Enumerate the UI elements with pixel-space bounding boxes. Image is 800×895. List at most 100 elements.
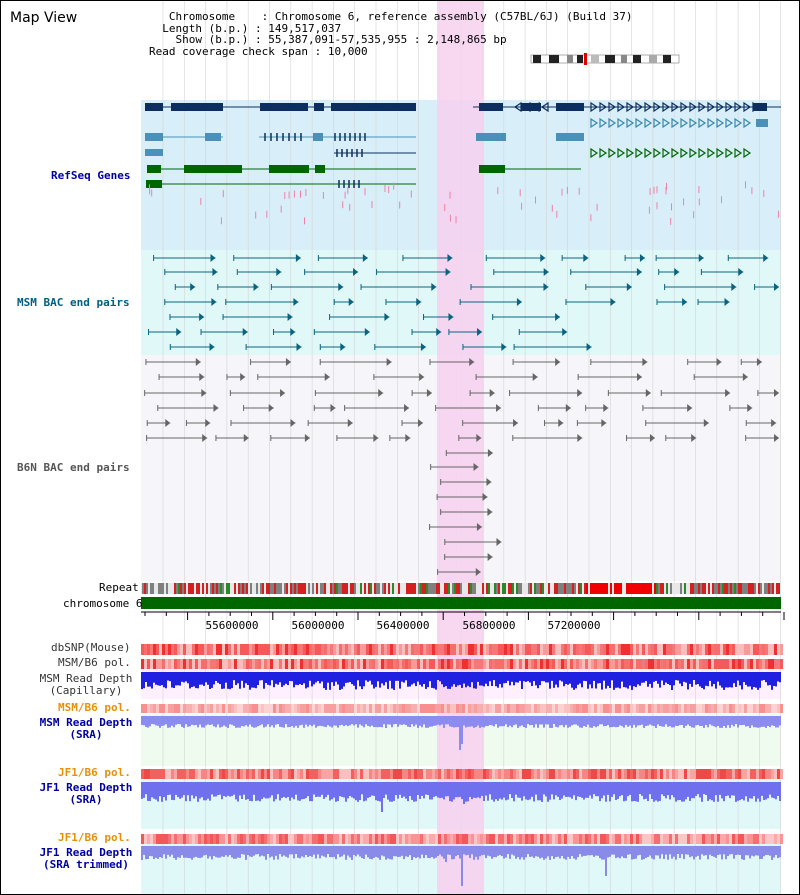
msm-pol-cell	[333, 659, 336, 669]
refseq-features[interactable]	[145, 101, 781, 225]
track-label-jf1-pol[interactable]: JF1/B6 pol.	[58, 766, 131, 779]
jf1-depth-trim-bar	[739, 846, 741, 855]
msm-pol-sra-cell	[738, 704, 741, 713]
track-label-jf1-depth-trimmed[interactable]: JF1 Read Depth (SRA trimmed)	[31, 847, 141, 871]
jf1-pol-2-cell	[231, 834, 234, 844]
msm-depth-sra-bar	[623, 716, 625, 728]
jf1-depth-sra-bar	[545, 782, 547, 797]
chromosome-ideogram[interactable]	[530, 53, 680, 65]
gene-arrow	[635, 101, 644, 113]
gene-exon	[521, 103, 541, 111]
jf1-pol-2-cell	[264, 834, 267, 844]
jf1-pol-cell	[213, 769, 216, 779]
chromosome-bar[interactable]	[141, 597, 781, 609]
jf1-depth-trim-bar	[679, 846, 681, 858]
msm-pol-cell	[558, 659, 561, 669]
jf1-pol-2-cell	[252, 834, 255, 844]
jf1-depth-sra-bar	[413, 782, 415, 802]
jf1-depth-sra-bar	[633, 782, 635, 801]
polymorphism-heatmaps[interactable]	[141, 644, 783, 844]
bac-end-arrow	[558, 419, 564, 427]
track-label-b6n-bac[interactable]: B6N BAC end pairs	[17, 461, 130, 474]
repeat-element	[192, 583, 194, 594]
track-label-jf1-pol-2[interactable]: JF1/B6 pol.	[58, 831, 131, 844]
msm-depth-sra-bar	[507, 716, 509, 728]
repeat-element	[696, 583, 698, 594]
gene-arrow	[644, 117, 653, 129]
msm-pol-cell	[564, 659, 567, 669]
msm-depth-sra-bar	[287, 716, 289, 728]
dbsnp-cell	[738, 644, 741, 655]
read-depth-tracks[interactable]	[141, 672, 781, 886]
jf1-depth-trim-bar	[689, 846, 691, 858]
msm-depth-sra-bar	[573, 716, 575, 725]
track-label-line: (SRA)	[69, 793, 103, 806]
jf1-pol-2-cell	[183, 834, 186, 844]
msm-depth-cap-bar	[441, 672, 443, 685]
msm-depth-sra-bar	[599, 716, 601, 725]
jf1-pol-2-cell	[627, 834, 630, 844]
msm-depth-sra-bar	[181, 716, 183, 727]
msm-pol-sra-cell	[252, 704, 255, 713]
b6n-bac-pair	[344, 404, 410, 412]
jf1-pol-2-cell	[159, 834, 162, 844]
track-label-msm-depth-capillary[interactable]: MSM Read Depth (Capillary)	[31, 673, 141, 697]
track-label-msm-bac[interactable]: MSM BAC end pairs	[17, 296, 130, 309]
track-label-msm-depth-sra[interactable]: MSM Read Depth (SRA)	[31, 717, 141, 741]
jf1-depth-trim-bar	[161, 846, 163, 858]
track-label-chromosome[interactable]: chromosome 6	[63, 597, 143, 610]
msm-pol-sra-cell	[471, 704, 474, 713]
jf1-pol-cell	[588, 769, 591, 779]
track-label-refseq[interactable]: RefSeq Genes	[51, 169, 131, 182]
msm-depth-cap-bar	[517, 672, 519, 683]
msm-depth-sra-bar	[189, 716, 191, 727]
msm-pol-sra-cell	[765, 704, 768, 713]
jf1-depth-trim-bar	[757, 846, 759, 856]
jf1-depth-sra-bar	[535, 782, 537, 795]
gene-arrow	[743, 117, 752, 129]
msm-depth-sra-bar	[571, 716, 573, 726]
jf1-depth-sra-bar	[577, 782, 579, 797]
msm-pol-cell	[474, 659, 477, 669]
msm-depth-cap-bar	[625, 672, 627, 688]
msm-depth-cap-bar	[419, 672, 421, 685]
msm-pol-sra-cell	[777, 704, 780, 713]
jf1-depth-trim-bar	[277, 846, 279, 860]
track-label-msm-pol-sra[interactable]: MSM/B6 pol.	[58, 701, 131, 714]
msm-depth-sra-bar	[143, 716, 145, 726]
bac-end-pair-features[interactable]	[144, 254, 779, 576]
msm-depth-cap-bar	[213, 672, 215, 685]
msm-depth-cap-bar	[343, 672, 345, 687]
track-label-msm-pol[interactable]: MSM/B6 pol.	[58, 656, 131, 669]
msm-depth-sra-bar	[149, 716, 151, 727]
bac-end-arrow	[687, 404, 693, 412]
jf1-pol-2-cell	[609, 834, 612, 844]
track-label-dbsnp[interactable]: dbSNP(Mouse)	[51, 641, 131, 654]
track-label-jf1-depth-sra[interactable]: JF1 Read Depth (SRA)	[31, 782, 141, 806]
msm-depth-sra-bar	[721, 716, 723, 728]
jf1-pol-2-cell	[651, 834, 654, 844]
msm-depth-cap-bar	[713, 672, 715, 684]
repeat-element	[536, 583, 538, 594]
msm-pol-sra-cell	[780, 704, 783, 713]
jf1-depth-trim-bar	[361, 846, 363, 859]
msm-depth-sra-bar	[597, 716, 599, 727]
repeat-element	[704, 583, 706, 594]
msm-depth-cap-bar	[247, 672, 249, 685]
repeat-track[interactable]	[141, 583, 781, 594]
msm-depth-cap-bar	[199, 672, 201, 685]
msm-depth-cap-bar	[527, 672, 529, 682]
msm-depth-sra-bar	[659, 716, 661, 726]
msm-pol-cell	[678, 659, 681, 669]
jf1-pol-2-cell	[717, 834, 720, 844]
msm-depth-cap-bar	[489, 672, 491, 682]
jf1-depth-trim-bar	[619, 846, 621, 859]
jf1-pol-2-cell	[189, 834, 192, 844]
track-label-repeat[interactable]: Repeat	[99, 581, 139, 594]
jf1-depth-trim-bar	[537, 846, 539, 857]
msm-depth-sra-bar	[619, 716, 621, 726]
repeat-element	[316, 583, 318, 594]
jf1-depth-trim-bar	[669, 846, 671, 855]
msm-depth-cap-bar	[151, 672, 153, 689]
repeat-element	[564, 583, 566, 594]
